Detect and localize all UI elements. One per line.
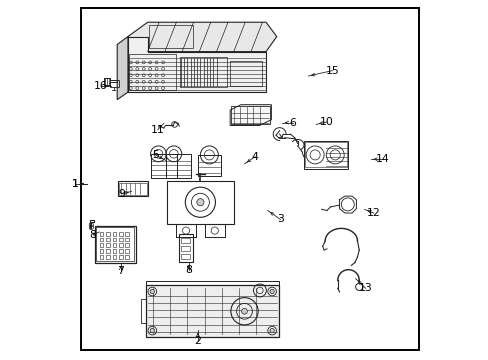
- Bar: [125, 249, 129, 253]
- Text: 14: 14: [375, 154, 388, 164]
- Circle shape: [150, 289, 154, 294]
- Bar: [125, 243, 129, 247]
- Bar: [106, 232, 109, 235]
- Polygon shape: [128, 37, 265, 92]
- Bar: [100, 238, 103, 241]
- Polygon shape: [117, 37, 128, 100]
- Bar: [94, 226, 136, 263]
- Bar: [96, 227, 134, 261]
- Circle shape: [196, 199, 203, 206]
- Text: 15: 15: [325, 66, 339, 76]
- Bar: [119, 243, 122, 247]
- Bar: [110, 80, 119, 87]
- Bar: [119, 255, 122, 258]
- Bar: [198, 155, 221, 176]
- Text: 10: 10: [319, 117, 333, 127]
- Bar: [305, 142, 346, 167]
- Polygon shape: [128, 22, 276, 51]
- Bar: [100, 249, 103, 253]
- Bar: [167, 181, 233, 224]
- Bar: [118, 181, 147, 196]
- Bar: [100, 243, 103, 247]
- Bar: [106, 243, 109, 247]
- Circle shape: [150, 328, 154, 333]
- Bar: [150, 154, 177, 178]
- Bar: [119, 249, 122, 253]
- Circle shape: [241, 309, 247, 314]
- Bar: [106, 249, 109, 253]
- Polygon shape: [145, 285, 278, 337]
- Bar: [179, 234, 192, 262]
- Bar: [231, 106, 269, 125]
- Circle shape: [269, 289, 274, 294]
- Bar: [119, 183, 146, 195]
- Bar: [112, 255, 116, 258]
- Bar: [112, 243, 116, 247]
- Bar: [125, 232, 129, 235]
- Bar: [140, 300, 145, 323]
- Bar: [230, 61, 262, 86]
- Bar: [125, 255, 129, 258]
- Bar: [106, 238, 109, 241]
- Bar: [129, 54, 175, 90]
- Bar: [181, 254, 190, 259]
- Bar: [180, 57, 226, 87]
- Text: 5: 5: [152, 150, 159, 160]
- Bar: [100, 232, 103, 235]
- Bar: [149, 25, 192, 48]
- Bar: [119, 232, 122, 235]
- Bar: [112, 238, 116, 241]
- Bar: [125, 238, 129, 241]
- Text: 11: 11: [150, 125, 164, 135]
- Bar: [119, 238, 122, 241]
- Bar: [112, 249, 116, 253]
- Bar: [100, 255, 103, 258]
- Text: 13: 13: [358, 283, 372, 293]
- Text: 1: 1: [72, 179, 79, 189]
- Bar: [181, 238, 190, 243]
- Text: 9: 9: [118, 189, 124, 199]
- Bar: [165, 154, 191, 178]
- Text: 7: 7: [117, 266, 124, 276]
- Bar: [181, 246, 190, 251]
- Bar: [303, 140, 348, 169]
- Text: 2: 2: [194, 336, 201, 346]
- Text: 8: 8: [185, 265, 192, 275]
- Bar: [145, 281, 278, 285]
- Polygon shape: [230, 105, 271, 126]
- Text: 8: 8: [89, 230, 97, 239]
- Text: 12: 12: [366, 208, 380, 218]
- Text: 16: 16: [94, 81, 108, 91]
- Circle shape: [269, 328, 274, 333]
- Text: 4: 4: [251, 152, 258, 162]
- Text: 3: 3: [276, 215, 283, 224]
- Text: 6: 6: [289, 118, 296, 128]
- Bar: [112, 232, 116, 235]
- Text: 1: 1: [72, 179, 79, 189]
- Bar: [106, 255, 109, 258]
